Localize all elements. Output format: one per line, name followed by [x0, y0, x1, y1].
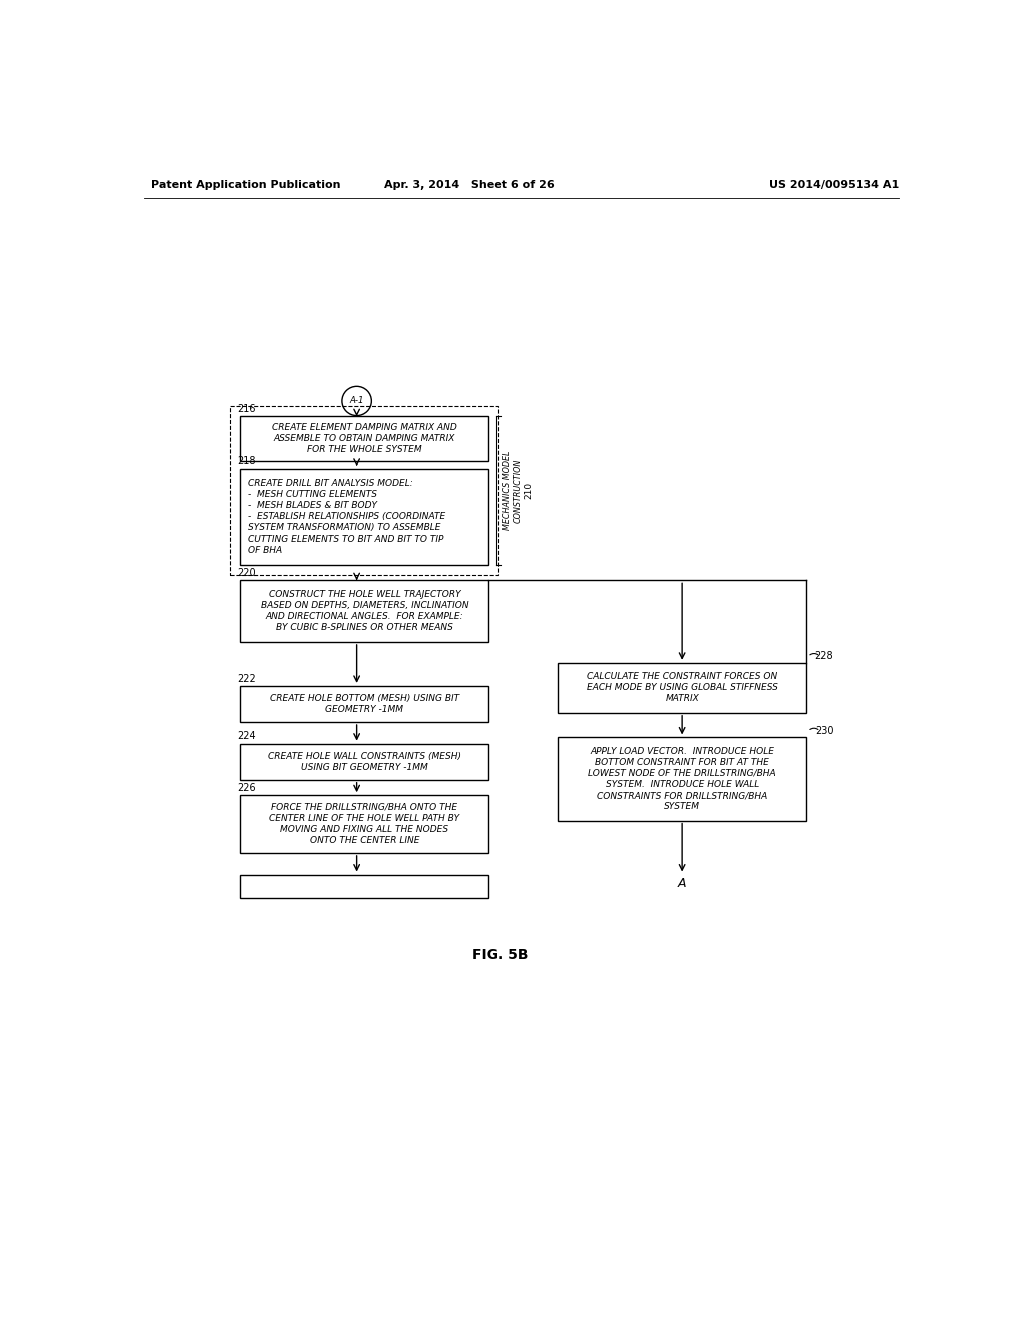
- Text: US 2014/0095134 A1: US 2014/0095134 A1: [769, 180, 899, 190]
- Bar: [558, 663, 806, 713]
- Text: CALCULATE THE CONSTRAINT FORCES ON
EACH MODE BY USING GLOBAL STIFFNESS
MATRIX: CALCULATE THE CONSTRAINT FORCES ON EACH …: [587, 672, 777, 704]
- Text: 210: 210: [524, 482, 534, 499]
- Text: CREATE ELEMENT DAMPING MATRIX AND
ASSEMBLE TO OBTAIN DAMPING MATRIX
FOR THE WHOL: CREATE ELEMENT DAMPING MATRIX AND ASSEMB…: [272, 424, 457, 454]
- Bar: [241, 686, 488, 722]
- Text: 216: 216: [238, 404, 256, 414]
- Text: FORCE THE DRILLSTRING/BHA ONTO THE
CENTER LINE OF THE HOLE WELL PATH BY
MOVING A: FORCE THE DRILLSTRING/BHA ONTO THE CENTE…: [269, 803, 460, 845]
- Bar: [241, 743, 488, 780]
- Text: CONSTRUCT THE HOLE WELL TRAJECTORY
BASED ON DEPTHS, DIAMETERS, INCLINATION
AND D: CONSTRUCT THE HOLE WELL TRAJECTORY BASED…: [260, 590, 468, 632]
- Text: 228: 228: [815, 651, 834, 661]
- Bar: [241, 416, 488, 461]
- Bar: [558, 738, 806, 821]
- Text: 220: 220: [238, 568, 256, 578]
- Text: Patent Application Publication: Patent Application Publication: [152, 180, 341, 190]
- Text: 218: 218: [238, 457, 256, 466]
- Text: A-1: A-1: [349, 396, 364, 405]
- Text: 230: 230: [815, 726, 834, 737]
- Text: FIG. 5B: FIG. 5B: [472, 948, 528, 962]
- Text: 224: 224: [238, 731, 256, 742]
- Text: MECHANICS MODEL
CONSTRUCTION: MECHANICS MODEL CONSTRUCTION: [504, 451, 523, 531]
- Text: APPLY LOAD VECTOR.  INTRODUCE HOLE
BOTTOM CONSTRAINT FOR BIT AT THE
LOWEST NODE : APPLY LOAD VECTOR. INTRODUCE HOLE BOTTOM…: [589, 747, 776, 812]
- Text: CREATE HOLE BOTTOM (MESH) USING BIT
GEOMETRY -1MM: CREATE HOLE BOTTOM (MESH) USING BIT GEOM…: [269, 694, 459, 714]
- Bar: [230, 407, 499, 576]
- Text: CREATE HOLE WALL CONSTRAINTS (MESH)
USING BIT GEOMETRY -1MM: CREATE HOLE WALL CONSTRAINTS (MESH) USIN…: [268, 751, 461, 772]
- Text: A: A: [678, 878, 686, 890]
- Text: 226: 226: [238, 783, 256, 793]
- Text: CREATE DRILL BIT ANALYSIS MODEL:
-  MESH CUTTING ELEMENTS
-  MESH BLADES & BIT B: CREATE DRILL BIT ANALYSIS MODEL: - MESH …: [248, 479, 445, 554]
- Bar: [241, 581, 488, 642]
- Bar: [241, 469, 488, 565]
- Bar: [241, 875, 488, 898]
- Bar: [241, 795, 488, 853]
- Text: 222: 222: [238, 673, 256, 684]
- Text: Apr. 3, 2014   Sheet 6 of 26: Apr. 3, 2014 Sheet 6 of 26: [384, 180, 554, 190]
